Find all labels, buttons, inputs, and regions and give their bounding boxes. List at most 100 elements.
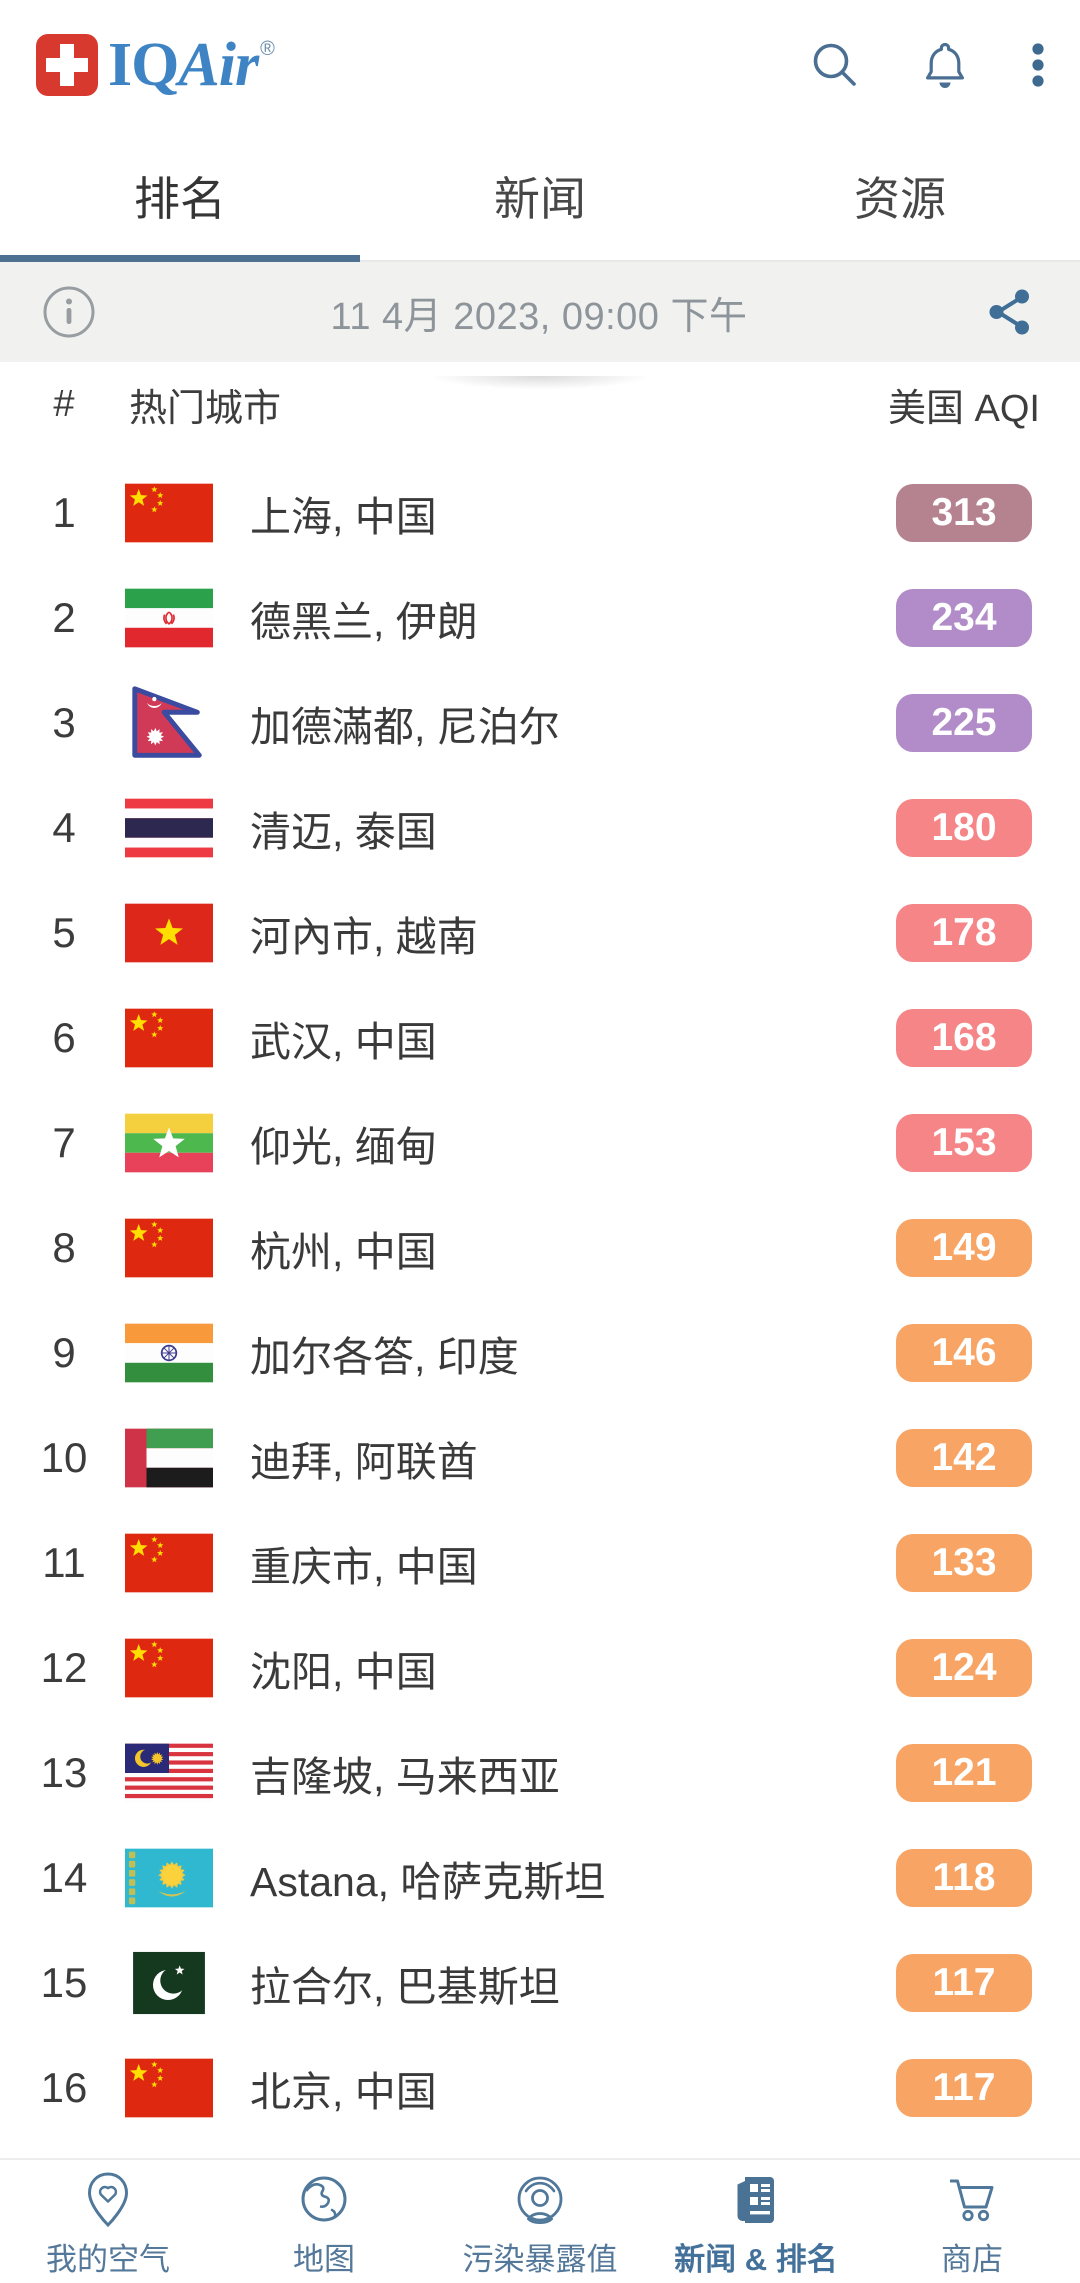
china-flag-icon — [125, 2058, 213, 2118]
table-row[interactable]: 5 河內市, 越南 178 — [0, 880, 1080, 985]
city-name: 仰光, 缅甸 — [250, 1123, 437, 1170]
tab-ranking[interactable]: 排名 — [134, 173, 226, 225]
rank-number: 4 — [52, 803, 76, 851]
table-header: # 热门城市 美国 AQI — [0, 376, 1080, 432]
city-column-header: 热门城市 — [129, 387, 282, 430]
rank-number: 15 — [40, 1958, 88, 2006]
nav-label: 我的空气 — [46, 2242, 170, 2277]
cart-icon — [950, 2179, 994, 2222]
city-name: 武汉, 中国 — [250, 1018, 437, 1065]
table-row[interactable]: 11 重庆市, 中国 133 — [0, 1510, 1080, 1615]
table-row[interactable]: 10 迪拜, 阿联酋 142 — [0, 1405, 1080, 1510]
rank-number: 8 — [52, 1223, 76, 1271]
aqi-badge: 149 — [896, 1218, 1032, 1277]
china-flag-icon — [125, 1008, 213, 1068]
thailand-flag-icon — [125, 798, 213, 858]
aqi-badge: 142 — [896, 1428, 1032, 1487]
city-name: 北京, 中国 — [250, 2068, 437, 2115]
kazakhstan-flag-icon — [125, 1848, 213, 1908]
aqi-badge: 121 — [896, 1743, 1032, 1802]
aqi-badge: 180 — [896, 798, 1032, 857]
table-row[interactable]: 9 加尔各答, 印度 146 — [0, 1300, 1080, 1405]
overflow-menu-icon — [1032, 43, 1044, 87]
rank-number: 3 — [52, 698, 76, 746]
pin-heart-icon — [87, 2172, 129, 2228]
city-name: 重庆市, 中国 — [250, 1543, 478, 1590]
table-row[interactable]: 8 杭州, 中国 149 — [0, 1195, 1080, 1300]
city-name: Astana, 哈萨克斯坦 — [250, 1858, 606, 1905]
table-row[interactable]: 16 北京, 中国 117 — [0, 2035, 1080, 2140]
bell-icon — [926, 42, 964, 88]
city-name: 加尔各答, 印度 — [250, 1333, 519, 1380]
table-row[interactable]: 4 清迈, 泰国 180 — [0, 775, 1080, 880]
china-flag-icon — [125, 1533, 213, 1593]
info-icon — [43, 286, 95, 338]
search-button[interactable] — [806, 36, 864, 94]
tab-news[interactable]: 新闻 — [494, 173, 586, 225]
iqair-logo[interactable]: IQAir ® — [36, 20, 275, 110]
table-row[interactable]: 6 武汉, 中国 168 — [0, 985, 1080, 1090]
aqi-badge: 117 — [896, 2058, 1032, 2117]
china-flag-icon — [125, 1638, 213, 1698]
rank-number: 1 — [52, 488, 76, 536]
uae-flag-icon — [125, 1428, 213, 1488]
overflow-menu-button[interactable] — [1026, 36, 1050, 94]
rank-number: 7 — [52, 1118, 76, 1166]
nav-item-map[interactable]: 地图 — [216, 2160, 432, 2283]
china-flag-icon — [125, 1218, 213, 1278]
china-flag-icon — [125, 483, 213, 543]
notifications-button[interactable] — [916, 36, 974, 94]
iqair-logo-text: IQAir — [108, 31, 259, 99]
table-row[interactable]: 15 拉合尔, 巴基斯坦 117 — [0, 1930, 1080, 2035]
rank-number: 12 — [40, 1643, 88, 1691]
city-name: 迪拜, 阿联酋 — [250, 1438, 478, 1485]
aqi-column-header: 美国 AQI — [887, 387, 1040, 430]
aqi-badge: 146 — [896, 1323, 1032, 1382]
table-row[interactable]: 14 Astana, 哈萨克斯坦 118 — [0, 1825, 1080, 1930]
share-button[interactable] — [982, 284, 1038, 340]
city-name: 上海, 中国 — [250, 493, 437, 540]
tab-resources[interactable]: 资源 — [854, 173, 946, 225]
nav-item-news-ranking[interactable]: 新闻 & 排名 — [648, 2160, 864, 2283]
app-header: IQAir ® — [0, 0, 1080, 130]
search-icon — [813, 43, 856, 86]
aqi-badge: 153 — [896, 1113, 1032, 1172]
city-name: 拉合尔, 巴基斯坦 — [250, 1963, 560, 2010]
rank-number: 9 — [52, 1328, 76, 1376]
tab-bar: 排名 新闻 资源 — [0, 130, 1080, 262]
rank-number: 10 — [40, 1433, 88, 1481]
rank-number: 2 — [52, 593, 76, 641]
pakistan-flag-icon — [125, 1949, 213, 2016]
aqi-badge: 313 — [896, 483, 1032, 542]
nav-item-my-air[interactable]: 我的空气 — [0, 2160, 216, 2283]
nav-item-shop[interactable]: 商店 — [864, 2160, 1080, 2283]
table-row[interactable]: 1 上海, 中国 313 — [0, 460, 1080, 565]
table-row[interactable]: 7 仰光, 缅甸 153 — [0, 1090, 1080, 1195]
exposure-icon — [517, 2176, 563, 2225]
city-name: 吉隆坡, 马来西亚 — [250, 1753, 560, 1800]
table-row[interactable]: 12 沈阳, 中国 124 — [0, 1615, 1080, 1720]
table-row[interactable]: 3 加德滿都, 尼泊尔 225 — [0, 670, 1080, 775]
aqi-badge: 234 — [896, 588, 1032, 647]
iran-flag-icon — [125, 588, 213, 648]
nav-item-exposure[interactable]: 污染暴露值 — [432, 2160, 648, 2283]
table-row[interactable]: 2 德黑兰, 伊朗 234 — [0, 565, 1080, 670]
aqi-badge: 178 — [896, 903, 1032, 962]
rank-number: 16 — [40, 2063, 88, 2111]
info-button[interactable] — [42, 285, 96, 339]
rank-number: 14 — [40, 1853, 88, 1901]
vietnam-flag-icon — [125, 903, 213, 963]
date-bar: 11 4月 2023, 09:00 下午 — [0, 262, 1080, 362]
aqi-badge: 117 — [896, 1953, 1032, 2012]
city-name: 河內市, 越南 — [250, 913, 478, 960]
city-name: 沈阳, 中国 — [250, 1648, 437, 1695]
iqair-logo-mark-icon — [36, 34, 98, 96]
sheet-drag-shadow — [425, 376, 655, 390]
table-row[interactable]: 13 吉隆坡, 马来西亚 121 — [0, 1720, 1080, 1825]
nav-label: 地图 — [293, 2242, 355, 2277]
news-icon — [737, 2177, 774, 2223]
registered-mark: ® — [260, 38, 275, 60]
aqi-badge: 133 — [896, 1533, 1032, 1592]
aqi-badge: 118 — [896, 1848, 1032, 1907]
aqi-badge: 124 — [896, 1638, 1032, 1697]
